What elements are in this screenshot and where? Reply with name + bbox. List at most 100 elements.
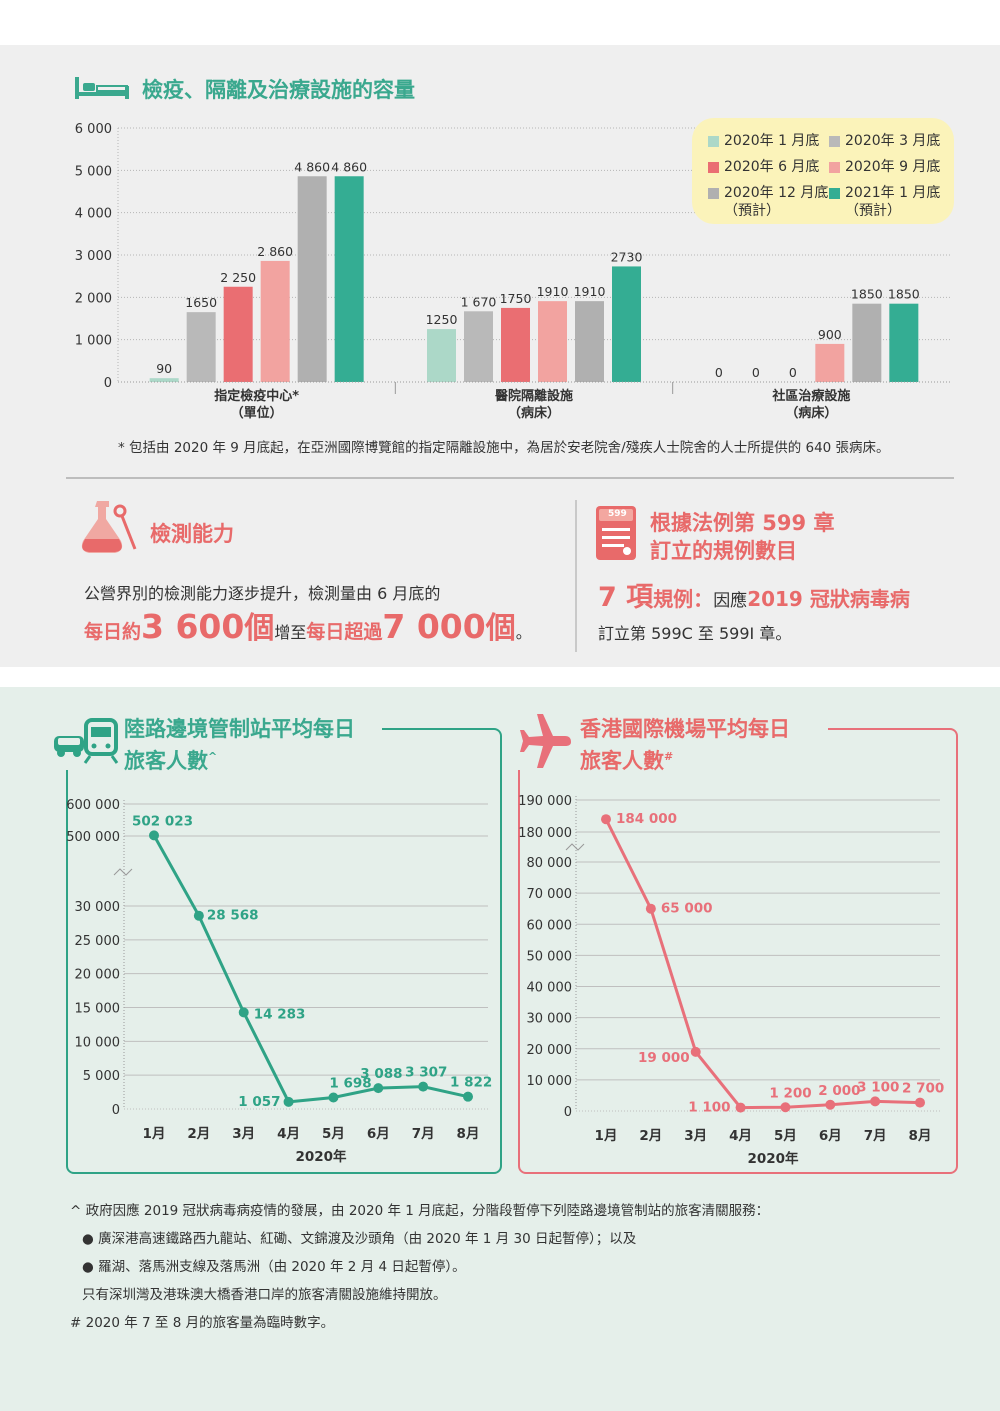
y-tick-label: 50 000: [527, 949, 573, 964]
note-bullet-1: ● 廣深港高速鐵路西九龍站、紅磡、文錦渡及沙頭角（由 2020 年 1 月 30…: [82, 1231, 637, 1247]
data-point: [418, 1081, 429, 1092]
data-point: [193, 910, 204, 921]
test-tube-icon: [81, 501, 137, 553]
regulations-title: 根據法例第 599 章訂立的規例數目: [650, 511, 835, 563]
legend-item: 2020年 3 月底: [829, 132, 940, 150]
y-tick-label: 0: [104, 376, 112, 391]
bar-value-label: 1910: [537, 284, 569, 299]
x-tick-label: 3月: [684, 1128, 707, 1144]
data-label: 502 023: [132, 813, 193, 829]
capacity-footnote: * 包括由 2020 年 9 月底起，在亞洲國際博覽館的指定隔離設施中，為居於安…: [118, 440, 890, 456]
y-tick-label: 4 000: [75, 207, 112, 222]
divider: [66, 477, 954, 479]
y-tick-label: 5 000: [75, 164, 112, 179]
data-point: [601, 814, 611, 825]
legend-item: 2020年 6 月底: [708, 158, 819, 176]
y-tick-label: 10 000: [527, 1074, 573, 1089]
data-point: [780, 1102, 791, 1113]
bar: [575, 301, 604, 382]
category-unit: （單位）: [231, 405, 283, 421]
bar: [612, 266, 641, 382]
data-point: [463, 1091, 473, 1102]
data-point: [825, 1099, 836, 1110]
data-label: 2 000: [818, 1083, 860, 1099]
vertical-divider: [575, 500, 577, 652]
bar: [223, 286, 253, 382]
x-tick-label: 1月: [595, 1128, 618, 1144]
x-tick-label: 2月: [639, 1128, 662, 1144]
y-tick-label: 2 000: [75, 291, 112, 306]
y-tick-label: 1 000: [75, 334, 112, 349]
y-tick-label: 25 000: [75, 934, 121, 949]
x-tick-label: 4月: [277, 1126, 300, 1142]
category-label: 指定檢疫中心*: [214, 388, 299, 404]
bar-value-label: 1750: [500, 291, 532, 306]
legend-item: 2020年 9 月底: [829, 158, 940, 176]
note-open: 只有深圳灣及港珠澳大橋香港口岸的旅客清關設施維持開放。: [82, 1287, 447, 1303]
x-tick-label: 3月: [232, 1126, 255, 1142]
data-label: 1 698: [329, 1076, 371, 1092]
bar: [464, 311, 493, 382]
data-point: [645, 903, 656, 914]
bar-value-label: 1250: [426, 312, 458, 327]
bar-value-label: 4 860: [331, 159, 367, 174]
y-tick-label: 3 000: [75, 249, 112, 264]
y-tick-label: 40 000: [527, 981, 573, 996]
bar-value-label: 1 670: [461, 294, 497, 309]
bar: [852, 303, 882, 382]
data-label: 3 088: [360, 1066, 402, 1082]
data-point: [238, 1007, 249, 1018]
data-point: [328, 1092, 339, 1103]
y-tick-label: 30 000: [527, 1012, 573, 1027]
data-label: 3 307: [405, 1065, 447, 1081]
data-point: [915, 1097, 925, 1108]
data-point: [870, 1096, 881, 1107]
x-axis-label: 2020年: [747, 1150, 799, 1167]
y-tick-label: 600 000: [66, 798, 120, 813]
data-label: 1 200: [769, 1085, 811, 1101]
data-label: 28 568: [207, 908, 259, 924]
y-tick-label: 30 000: [75, 900, 121, 915]
x-tick-label: 5月: [322, 1126, 345, 1142]
x-tick-label: 8月: [457, 1126, 480, 1142]
data-point: [373, 1083, 384, 1094]
data-label: 2 700: [902, 1081, 944, 1097]
airport-line-chart: 190 000 180 000 80 000 70 000 60 000 50 000 40…: [518, 794, 944, 1167]
bar: [149, 378, 179, 382]
x-tick-label: 5月: [774, 1128, 797, 1144]
data-label: 1 057: [238, 1094, 280, 1110]
bar: [297, 176, 327, 382]
land-chart-title: 陸路邊境管制站平均每日 旅客人數^: [124, 717, 355, 773]
category-unit: （病床）: [508, 405, 560, 421]
data-label: 19 000: [638, 1050, 690, 1066]
data-point: [735, 1102, 746, 1113]
axis-break-mark: [113, 868, 133, 876]
testing-figure: 每日約3 600個增至每日超過7 000個。: [84, 607, 532, 646]
legend-item: 2020年 1 月底: [708, 132, 819, 150]
data-label: 65 000: [661, 901, 713, 917]
bar: [501, 307, 530, 382]
series-line: [152, 834, 469, 1104]
chart-legend: 2020年 1 月底 2020年 3 月底 2020年 6 月底 2020年 9…: [692, 118, 954, 224]
x-tick-label: 1月: [143, 1126, 166, 1142]
x-tick-label: 6月: [819, 1128, 842, 1144]
x-axis-label: 2020年: [295, 1148, 347, 1165]
y-tick-label: 180 000: [518, 826, 572, 841]
capacity-title: 檢疫、隔離及治療設施的容量: [142, 78, 415, 102]
bar-value-label: 0: [789, 365, 797, 380]
notes-block: ^ 政府因應 2019 冠狀病毒病疫情的發展，由 2020 年 1 月底起，分階…: [70, 1197, 950, 1337]
bar-value-label: 90: [156, 361, 172, 376]
data-point: [149, 830, 159, 841]
bar-value-label: 0: [752, 365, 760, 380]
y-tick-label: 70 000: [527, 887, 573, 902]
bar-value-label: 1650: [185, 295, 217, 310]
bar: [260, 260, 290, 382]
data-point: [690, 1046, 701, 1057]
legend-item: 2021年 1 月底 （預計）: [829, 184, 940, 220]
x-tick-label: 2月: [187, 1126, 210, 1142]
y-tick-label: 190 000: [518, 794, 572, 809]
regulations-line2: 訂立第 599C 至 599I 章。: [598, 624, 792, 643]
bar-value-label: 1910: [574, 284, 606, 299]
x-tick-label: 7月: [412, 1126, 435, 1142]
